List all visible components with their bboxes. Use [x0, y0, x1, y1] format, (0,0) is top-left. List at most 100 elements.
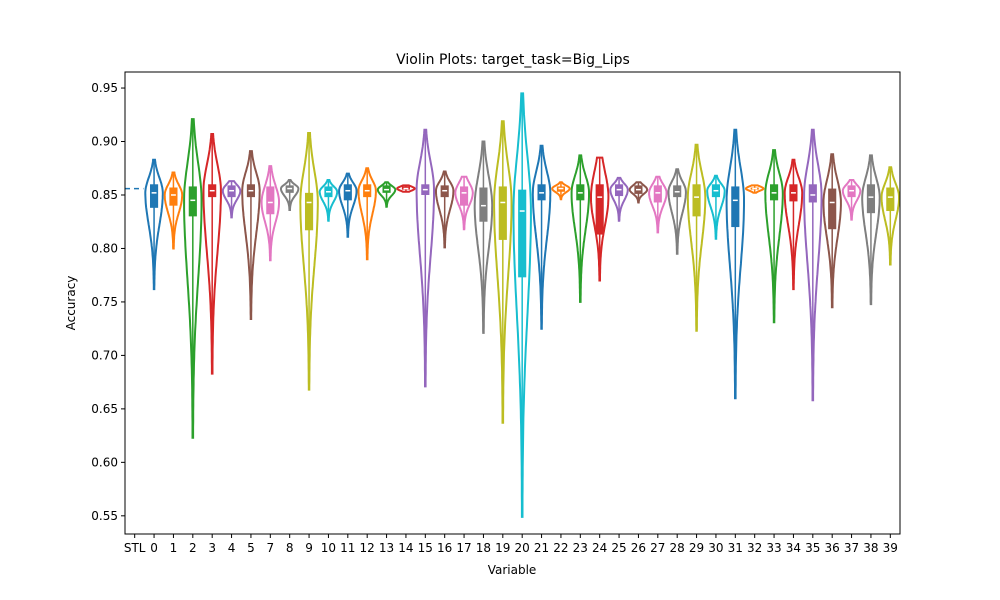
- violin-iqr-box: [595, 184, 604, 235]
- violin-26: [628, 181, 649, 204]
- x-tick-label: 29: [689, 541, 704, 555]
- violin-outline: [163, 171, 184, 250]
- violin-11: [338, 172, 358, 238]
- x-tick-label: STL: [124, 541, 146, 555]
- y-tick-label: 0.90: [91, 135, 118, 149]
- violin-19: [493, 120, 513, 424]
- x-tick-label: 26: [631, 541, 646, 555]
- violin-8: [280, 179, 300, 211]
- violin-37: [841, 179, 862, 221]
- violin-14: [396, 184, 417, 193]
- violin-24: [590, 156, 610, 282]
- violin-outline: [376, 181, 397, 208]
- violin-outline: [183, 118, 203, 439]
- violin-iqr-box: [886, 187, 895, 212]
- x-tick-label: 13: [379, 541, 394, 555]
- violin-iqr-box: [479, 187, 488, 222]
- violin-29: [686, 143, 707, 332]
- y-tick-label: 0.75: [91, 295, 118, 309]
- x-tick-label: 9: [305, 541, 313, 555]
- violin-7: [260, 165, 280, 262]
- x-tick-label: 0: [150, 541, 158, 555]
- violin-35: [803, 128, 823, 402]
- violin-23: [570, 154, 590, 303]
- violin-outline: [841, 179, 862, 221]
- violin-32: [745, 184, 765, 194]
- violin-18: [473, 140, 494, 334]
- violin-31: [725, 128, 745, 400]
- x-tick-label: 15: [418, 541, 433, 555]
- violin-13: [376, 181, 397, 208]
- x-tick-label: 10: [321, 541, 336, 555]
- x-tick-label: 38: [863, 541, 878, 555]
- y-axis-title: Accuracy: [64, 276, 78, 331]
- y-tick-label: 0.60: [91, 455, 118, 469]
- plot-area: [125, 92, 900, 518]
- violin-outline: [318, 179, 339, 222]
- x-tick-label: 36: [825, 541, 840, 555]
- x-tick-label: 18: [476, 541, 491, 555]
- violin-outline: [822, 153, 842, 309]
- violin-iqr-box: [692, 184, 701, 217]
- y-tick-label: 0.95: [91, 81, 118, 95]
- violin-outline: [396, 184, 417, 193]
- violin-39: [880, 166, 900, 266]
- x-tick-label: 22: [553, 541, 568, 555]
- x-tick-label: 24: [592, 541, 607, 555]
- violin-iqr-box: [149, 184, 159, 208]
- violin-outline: [570, 154, 590, 303]
- violin-21: [531, 144, 552, 330]
- violin-iqr-box: [731, 186, 740, 228]
- x-tick-label: 39: [883, 541, 898, 555]
- violin-3: [202, 133, 222, 375]
- y-tick-label: 0.85: [91, 188, 118, 202]
- x-tick-label: 14: [398, 541, 413, 555]
- violin-9: [299, 132, 319, 391]
- violin-outline: [221, 180, 242, 219]
- x-tick-label: 23: [573, 541, 588, 555]
- x-tick-label: 19: [495, 541, 510, 555]
- x-tick-label: 2: [189, 541, 197, 555]
- x-tick-label: 27: [650, 541, 665, 555]
- violin-5: [241, 150, 261, 320]
- x-tick-label: 30: [708, 541, 723, 555]
- x-tick-label: 17: [456, 541, 471, 555]
- violin-33: [764, 149, 784, 324]
- violin-outline: [454, 175, 474, 231]
- x-tick-label: 32: [747, 541, 762, 555]
- violin-outline: [764, 149, 784, 324]
- x-tick-label: 25: [611, 541, 626, 555]
- violin-1: [163, 171, 184, 250]
- violin-22: [551, 181, 571, 201]
- x-tick-label: 1: [170, 541, 178, 555]
- x-tick-label: 3: [208, 541, 216, 555]
- x-tick-label: 31: [728, 541, 743, 555]
- violin-iqr-box: [498, 186, 507, 240]
- violin-iqr-box: [343, 184, 352, 201]
- y-tick-label: 0.70: [91, 348, 118, 362]
- violin-iqr-box: [828, 188, 837, 230]
- violin-outline: [686, 143, 707, 332]
- y-tick-label: 0.80: [91, 241, 118, 255]
- x-axis: STL 0 1 2 3 4 5 7 8 9 10 11 12 13 14 15 16 17 18 19 20 21 22 23…: [124, 534, 898, 555]
- x-axis-title: Variable: [488, 563, 537, 577]
- x-tick-label: 34: [786, 541, 801, 555]
- chart-title: Violin Plots: target_task=Big_Lips: [396, 52, 630, 68]
- violin-outline: [260, 165, 280, 262]
- violin-36: [822, 153, 842, 309]
- violin-outline: [783, 158, 804, 291]
- violin-outline: [493, 120, 513, 424]
- y-tick-label: 0.65: [91, 402, 118, 416]
- x-tick-label: 7: [266, 541, 274, 555]
- violin-outline: [803, 128, 823, 402]
- violin-iqr-box: [808, 184, 817, 203]
- violin-outline: [202, 133, 222, 375]
- violin-iqr-box: [459, 186, 469, 206]
- violin-27: [648, 175, 668, 234]
- x-tick-label: 4: [228, 541, 236, 555]
- x-tick-label: 5: [247, 541, 255, 555]
- x-tick-label: 20: [515, 541, 530, 555]
- x-tick-label: 21: [534, 541, 549, 555]
- violin-outline: [531, 144, 552, 330]
